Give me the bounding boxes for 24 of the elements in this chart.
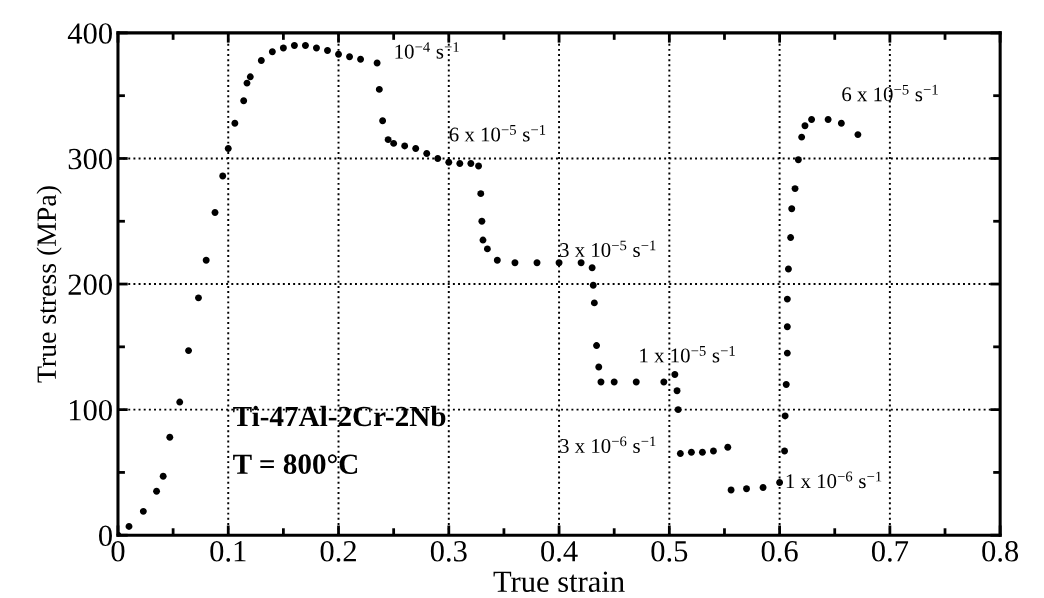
y-tick-label: 300 [68, 148, 112, 170]
x-tick-label: 0.4 [541, 540, 578, 562]
x-tick-label: 0.5 [651, 540, 688, 562]
y-tick-label: 400 [67, 23, 112, 44]
x-tick-label: 0.6 [761, 540, 798, 562]
annotation: T = 800°C [233, 454, 358, 475]
y-tick-label: 200 [68, 274, 112, 295]
x-tick-label: 0.7 [871, 540, 909, 562]
x-tick-label: 0.2 [320, 540, 356, 562]
x-tick-label: 0.3 [430, 540, 467, 562]
annotation: 1 x 10$^{−5}$ s$^{−1}$ [640, 346, 735, 363]
y-tick-label: 100 [69, 399, 112, 421]
x-axis-title: True strain [493, 571, 625, 593]
x-tick-label: 0.1 [210, 540, 246, 562]
annotation: 6 x 10$^{−5}$ s$^{−1}$ [842, 84, 938, 102]
x-tick-label: 0.8 [982, 540, 1019, 562]
y-tick-label: 0 [99, 525, 112, 547]
annotation: 6 x 10$^{−5}$ s$^{−1}$ [449, 125, 546, 142]
y-axis-title: True stress (MPa) [36, 186, 62, 383]
annotation: 3 x 10$^{−5}$ s$^{−1}$ [560, 240, 656, 258]
annotation: Ti-47Al-2Cr-2Nb [233, 405, 446, 427]
annotation: 3 x 10$^{−6}$ s$^{−1}$ [560, 436, 656, 454]
annotation: 10$^{−4}$ s$^{−1}$ [395, 42, 459, 59]
annotation: 1 x 10$^{−6}$ s$^{−1}$ [786, 471, 882, 489]
